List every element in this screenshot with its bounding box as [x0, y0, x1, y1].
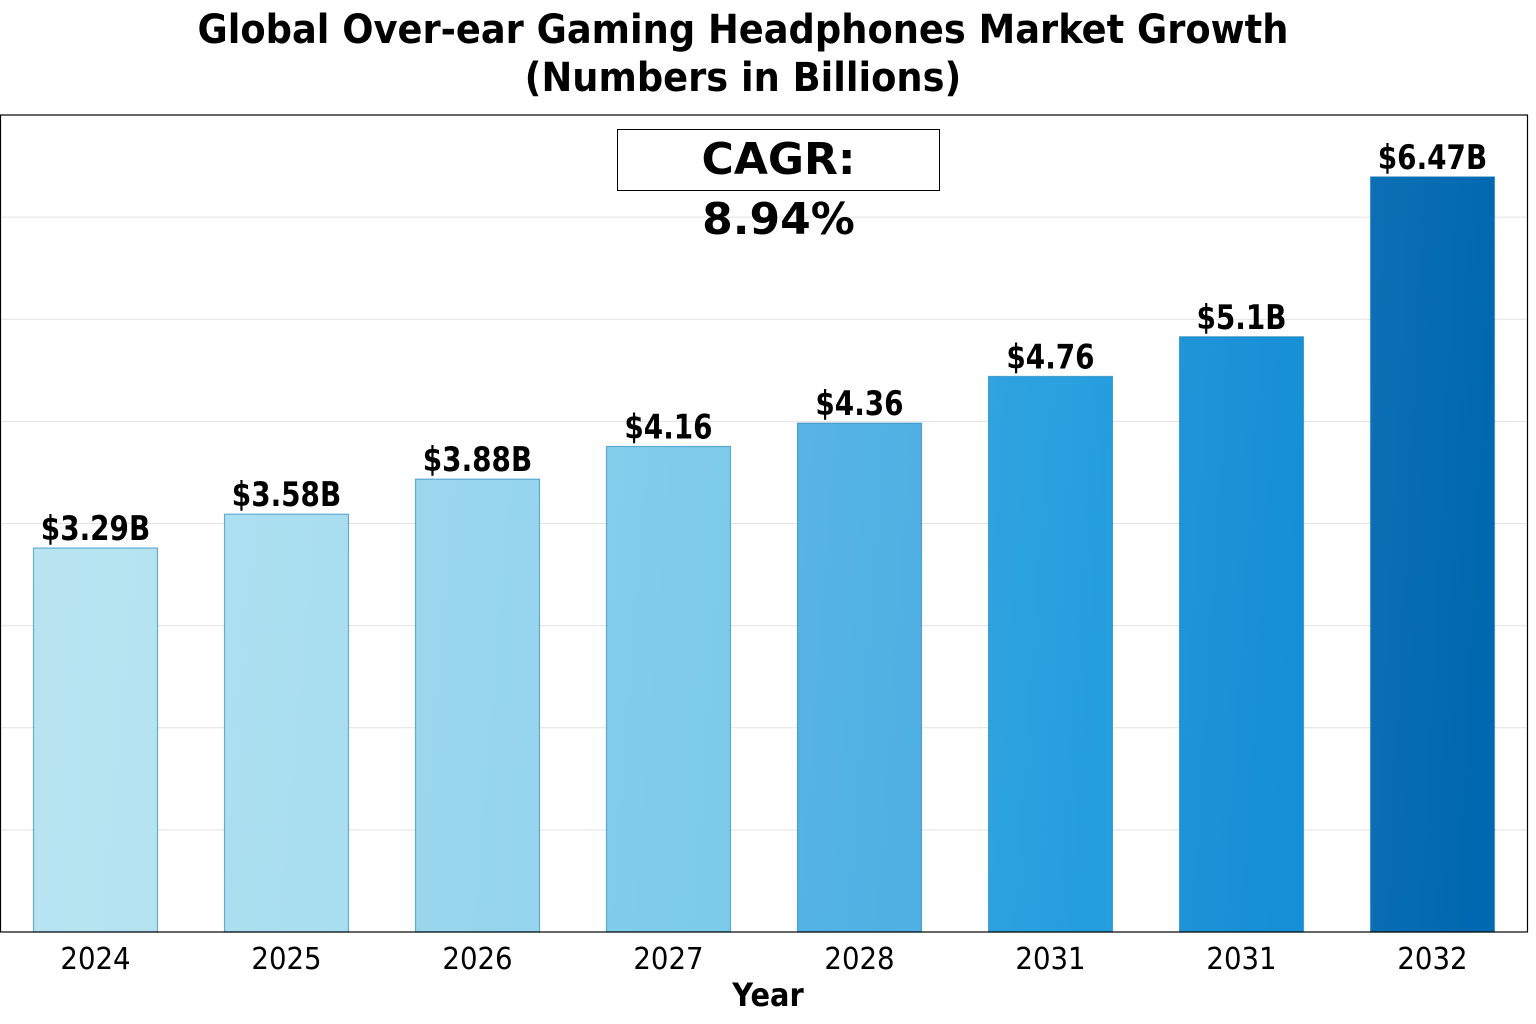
data-label: $4.36	[815, 385, 903, 424]
plot-frame	[0, 114, 1529, 933]
data-label: $3.58B	[232, 476, 341, 515]
data-label: $4.76	[1006, 338, 1094, 377]
chart-title: Global Over-ear Gaming Headphones Market…	[59, 6, 1426, 102]
bar-2032	[1369, 176, 1496, 933]
data-label: $5.1B	[1196, 298, 1286, 337]
x-tick-label: 2024	[60, 941, 130, 976]
chart-title-line2: (Numbers in Billions)	[524, 55, 962, 101]
x-tick-label: 2026	[442, 941, 512, 976]
bar-2031	[1178, 336, 1305, 933]
x-tick-label: 2031	[1015, 941, 1085, 976]
bar-2031	[987, 375, 1114, 933]
chart-title-line1: Global Over-ear Gaming Headphones Market…	[197, 7, 1289, 53]
bar-2028	[796, 422, 923, 933]
data-label: $3.88B	[423, 441, 532, 480]
x-tick-label: 2028	[824, 941, 894, 976]
x-tick-label: 2027	[633, 941, 703, 976]
bar-2024	[32, 547, 159, 933]
bar-2025	[223, 513, 350, 933]
bars	[32, 176, 1496, 933]
x-tick-label: 2032	[1397, 941, 1467, 976]
bar-2026	[414, 478, 541, 933]
bar-2027	[605, 445, 732, 933]
cagr-annotation: CAGR: 8.94%	[617, 129, 940, 245]
x-tick-labels: 2024 2025 2026 2027 2028 2031 2031 2032	[60, 941, 1467, 976]
x-axis-label: Year	[731, 978, 803, 1015]
data-label: $4.16	[624, 408, 712, 447]
data-label: $3.29B	[41, 509, 150, 548]
data-labels: $3.29B $3.58B $3.88B $4.16 $4.36 $4.76 $5.1B $6…	[41, 138, 1487, 549]
x-tick-label: 2031	[1206, 941, 1276, 976]
x-tick-label: 2025	[251, 941, 321, 976]
data-label: $6.47B	[1378, 138, 1487, 177]
